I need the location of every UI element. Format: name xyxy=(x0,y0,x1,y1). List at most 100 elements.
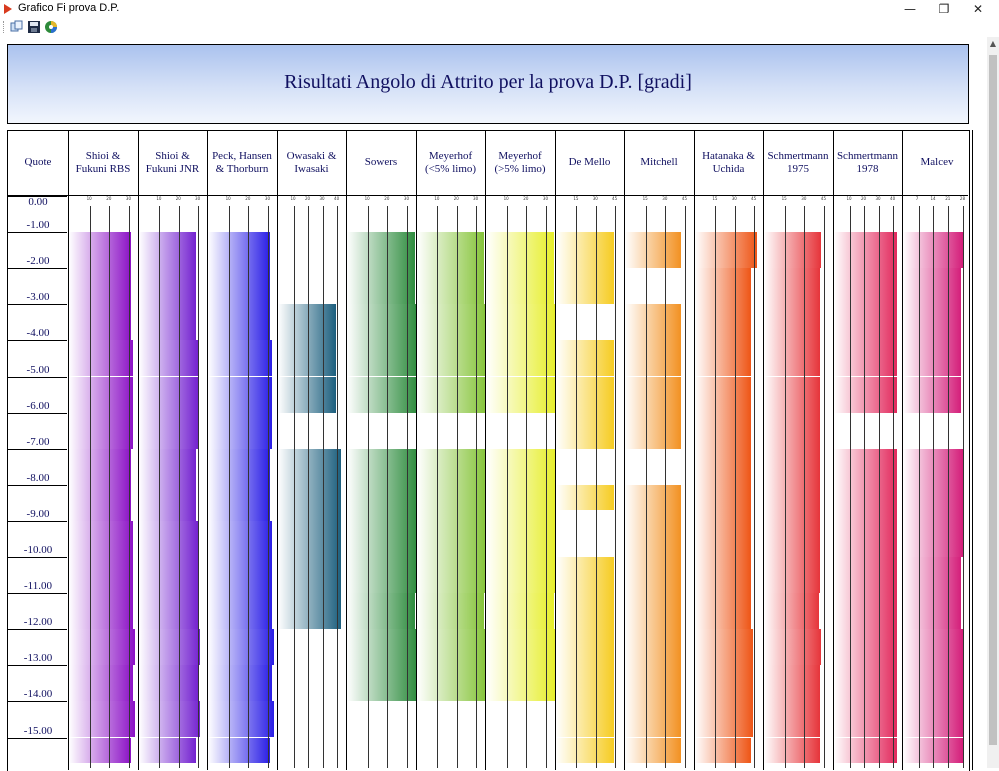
copy-button[interactable] xyxy=(10,20,24,34)
column-header: Schmertmann 1978 xyxy=(836,149,899,175)
profile-bar xyxy=(486,448,556,485)
profile-bar xyxy=(903,737,963,763)
tick-label: 30 xyxy=(662,196,668,201)
tick-label: 40 xyxy=(890,196,896,201)
profile-bar xyxy=(764,593,819,630)
profile-bar xyxy=(69,304,131,341)
profile-bar xyxy=(347,268,415,305)
column-header: Sowers xyxy=(364,156,398,168)
profile-bar xyxy=(139,557,199,594)
minimize-button[interactable]: — xyxy=(904,2,916,16)
toolbar xyxy=(0,18,999,36)
depth-tick xyxy=(7,629,67,631)
profile-bar xyxy=(625,593,681,630)
column-separator xyxy=(763,130,764,770)
grid-line xyxy=(387,206,389,768)
profile-bar xyxy=(764,232,822,269)
profile-bar xyxy=(139,520,199,557)
color-palette-icon xyxy=(45,21,57,33)
profile-bar xyxy=(695,701,753,738)
profile-bar xyxy=(695,557,752,594)
profile-bar xyxy=(417,376,486,413)
profile-bar xyxy=(625,232,681,269)
column-separator xyxy=(207,130,208,770)
profile-bar xyxy=(834,629,898,666)
scrollbar-thumb[interactable] xyxy=(989,55,997,745)
column-separator xyxy=(694,130,695,770)
tick-label: 10 xyxy=(503,196,509,201)
profile-bar xyxy=(208,232,270,269)
depth-tick xyxy=(7,340,67,342)
column-header: Mitchell xyxy=(640,156,678,168)
grid-line xyxy=(804,206,806,768)
depth-label: -12.00 xyxy=(23,616,53,629)
profile-bar xyxy=(69,376,133,413)
profile-bar xyxy=(834,557,898,594)
profile-bar xyxy=(903,448,963,485)
profile-bar xyxy=(764,412,820,449)
tick-label: 20 xyxy=(523,196,529,201)
grid-line xyxy=(406,206,408,768)
profile-bar xyxy=(417,629,486,666)
profile-bar xyxy=(903,701,963,738)
floppy-disk-icon xyxy=(28,21,40,33)
profile-bar xyxy=(625,412,681,449)
profile-bar xyxy=(486,232,554,269)
profile-bar xyxy=(347,665,417,702)
tick-label: 15 xyxy=(712,196,718,201)
profile-bar xyxy=(695,304,752,341)
profile-bar xyxy=(139,593,199,630)
profile-bar xyxy=(764,268,820,305)
profile-bar xyxy=(764,557,820,594)
grid-line xyxy=(228,206,230,768)
close-button[interactable]: ✕ xyxy=(972,2,984,16)
grid-line xyxy=(89,206,91,768)
grid-line xyxy=(849,206,851,768)
column-separator xyxy=(624,130,625,770)
profile-bar xyxy=(834,340,898,377)
profile-bar xyxy=(556,484,614,511)
profile-bar xyxy=(486,593,554,630)
profile-bar xyxy=(625,376,681,413)
depth-tick xyxy=(7,737,67,739)
profile-bar xyxy=(764,376,820,413)
profile-bar xyxy=(69,448,131,485)
profile-bar xyxy=(417,593,484,630)
depth-label: -6.00 xyxy=(26,399,50,412)
profile-bar xyxy=(764,701,820,738)
profile-bar xyxy=(208,376,272,413)
column-separator xyxy=(346,130,347,770)
profile-bar xyxy=(625,737,681,763)
header-separator xyxy=(7,195,968,196)
grid-line xyxy=(665,206,667,768)
color-button[interactable] xyxy=(44,20,58,34)
profile-bar xyxy=(347,484,417,521)
profile-bar xyxy=(417,340,486,377)
tick-label: 10 xyxy=(290,196,296,201)
profile-bar xyxy=(695,593,752,630)
vertical-scrollbar[interactable]: ▲ xyxy=(987,37,999,768)
save-button[interactable] xyxy=(27,20,41,34)
profile-bar xyxy=(764,737,820,763)
grid-line xyxy=(595,206,597,768)
profile-bar xyxy=(208,304,270,341)
profile-bar xyxy=(278,304,336,341)
tick-label: 30 xyxy=(403,196,410,201)
grid-line xyxy=(322,206,324,768)
depth-label: -7.00 xyxy=(26,435,50,448)
restore-button[interactable]: ❐ xyxy=(938,2,950,16)
tick-label: 30 xyxy=(731,196,737,201)
scroll-up-arrow-icon[interactable]: ▲ xyxy=(989,39,997,48)
grid-line xyxy=(506,206,508,768)
profile-bar xyxy=(69,557,133,594)
profile-bar xyxy=(347,448,417,485)
column-separator xyxy=(277,130,278,770)
toolbar-grip[interactable] xyxy=(3,21,6,33)
depth-tick xyxy=(7,557,67,558)
column-header: Meyerhof (<5% limo) xyxy=(424,149,477,175)
depth-label: -10.00 xyxy=(23,544,53,556)
profile-bar xyxy=(486,520,556,557)
profile-bar xyxy=(486,268,554,305)
depth-label: -4.00 xyxy=(26,327,50,340)
profile-bar xyxy=(278,448,342,485)
